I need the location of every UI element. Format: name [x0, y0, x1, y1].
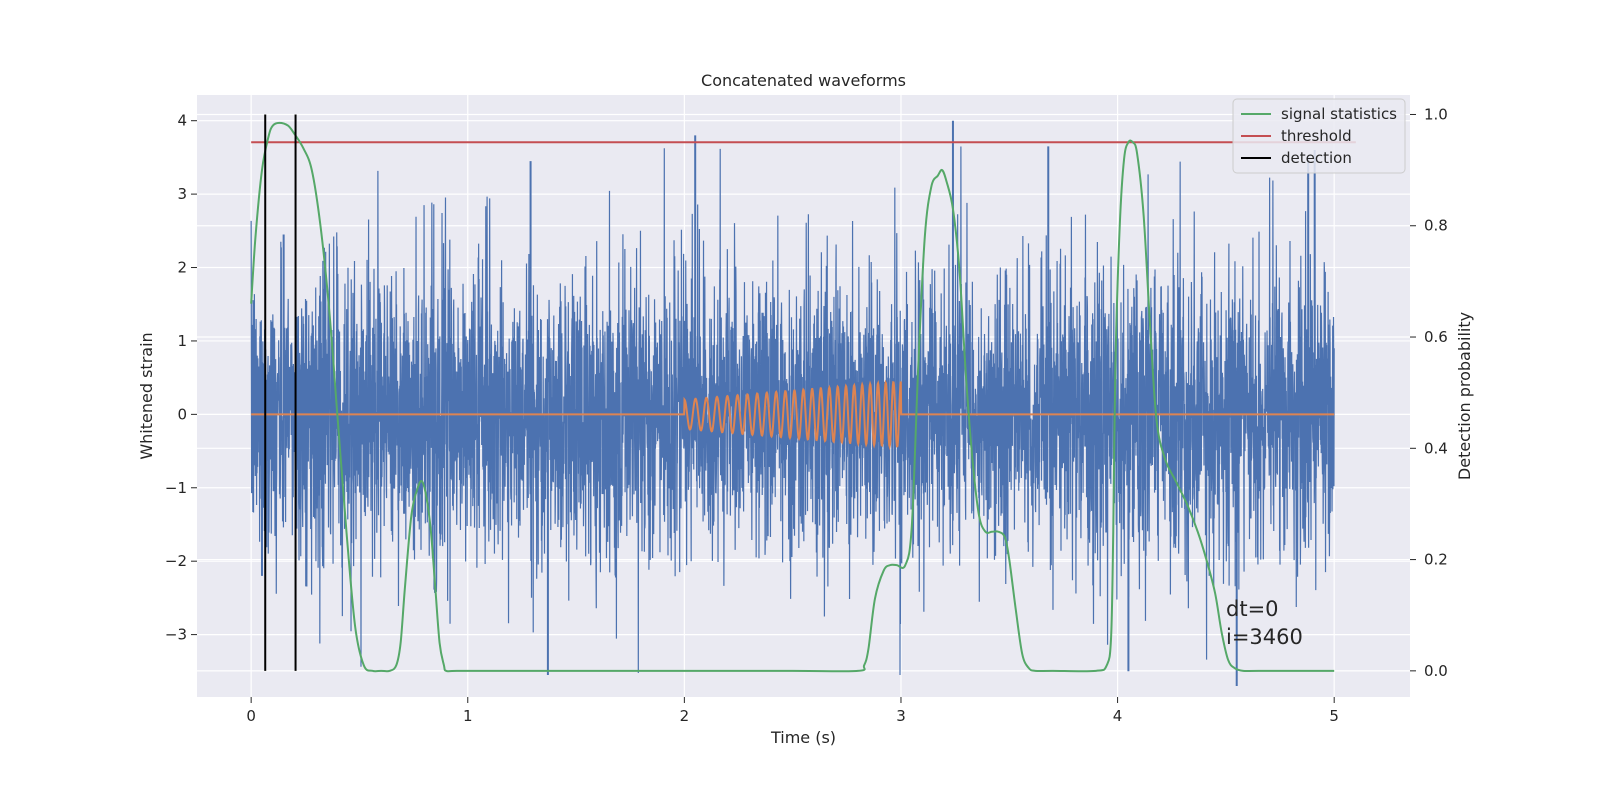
legend-box	[1232, 98, 1406, 174]
y-tick-label: −1	[165, 479, 187, 497]
y-tick-label: 0	[177, 405, 187, 423]
x-tick-label: 5	[1329, 707, 1339, 725]
legend-label-threshold: threshold	[1281, 127, 1352, 145]
y2-axis-label: Detection probability	[1455, 312, 1474, 480]
legend: signal statistics threshold detection	[1232, 98, 1406, 174]
y2-tick-label: 0.2	[1424, 551, 1448, 569]
y-tick-label: 4	[177, 112, 187, 130]
x-tick-label: 0	[246, 707, 256, 725]
annotation-dt: dt=0	[1226, 597, 1279, 621]
x-tick-label: 2	[680, 707, 690, 725]
y-tick-label: −3	[165, 626, 187, 644]
y-tick-label: −2	[165, 552, 187, 570]
x-tick-label: 3	[896, 707, 906, 725]
series-injected-chirp	[251, 379, 1335, 451]
y2-tick-label: 0.6	[1424, 328, 1448, 346]
y-tick-label: 1	[177, 332, 187, 350]
axes-labels: 0 1 2 3 4 5 −3 −2 −1 0 1 2 3 4 0.0 0.2 0.4 0.6 0.8 1.0	[165, 105, 1448, 725]
y-tick-label: 2	[177, 259, 187, 277]
x-tick-label: 4	[1113, 707, 1123, 725]
y-tick-label: 3	[177, 185, 187, 203]
chart-title: Concatenated waveforms	[701, 71, 906, 90]
signal-statistics-line	[250, 121, 1335, 673]
y-axis-label: Whitened strain	[137, 332, 156, 459]
y2-tick-label: 0.8	[1424, 217, 1448, 235]
x-tick-label: 1	[463, 707, 473, 725]
y2-tick-label: 0.4	[1424, 439, 1448, 457]
right-axis-series	[250, 114, 1356, 673]
annotation-index: i=3460	[1226, 625, 1303, 649]
x-axis-label: Time (s)	[770, 728, 836, 747]
legend-label-signal-statistics: signal statistics	[1281, 105, 1397, 123]
chirp-line	[251, 379, 1335, 451]
y2-tick-label: 1.0	[1424, 105, 1448, 123]
y2-tick-label: 0.0	[1424, 662, 1448, 680]
legend-label-detection: detection	[1281, 149, 1352, 167]
